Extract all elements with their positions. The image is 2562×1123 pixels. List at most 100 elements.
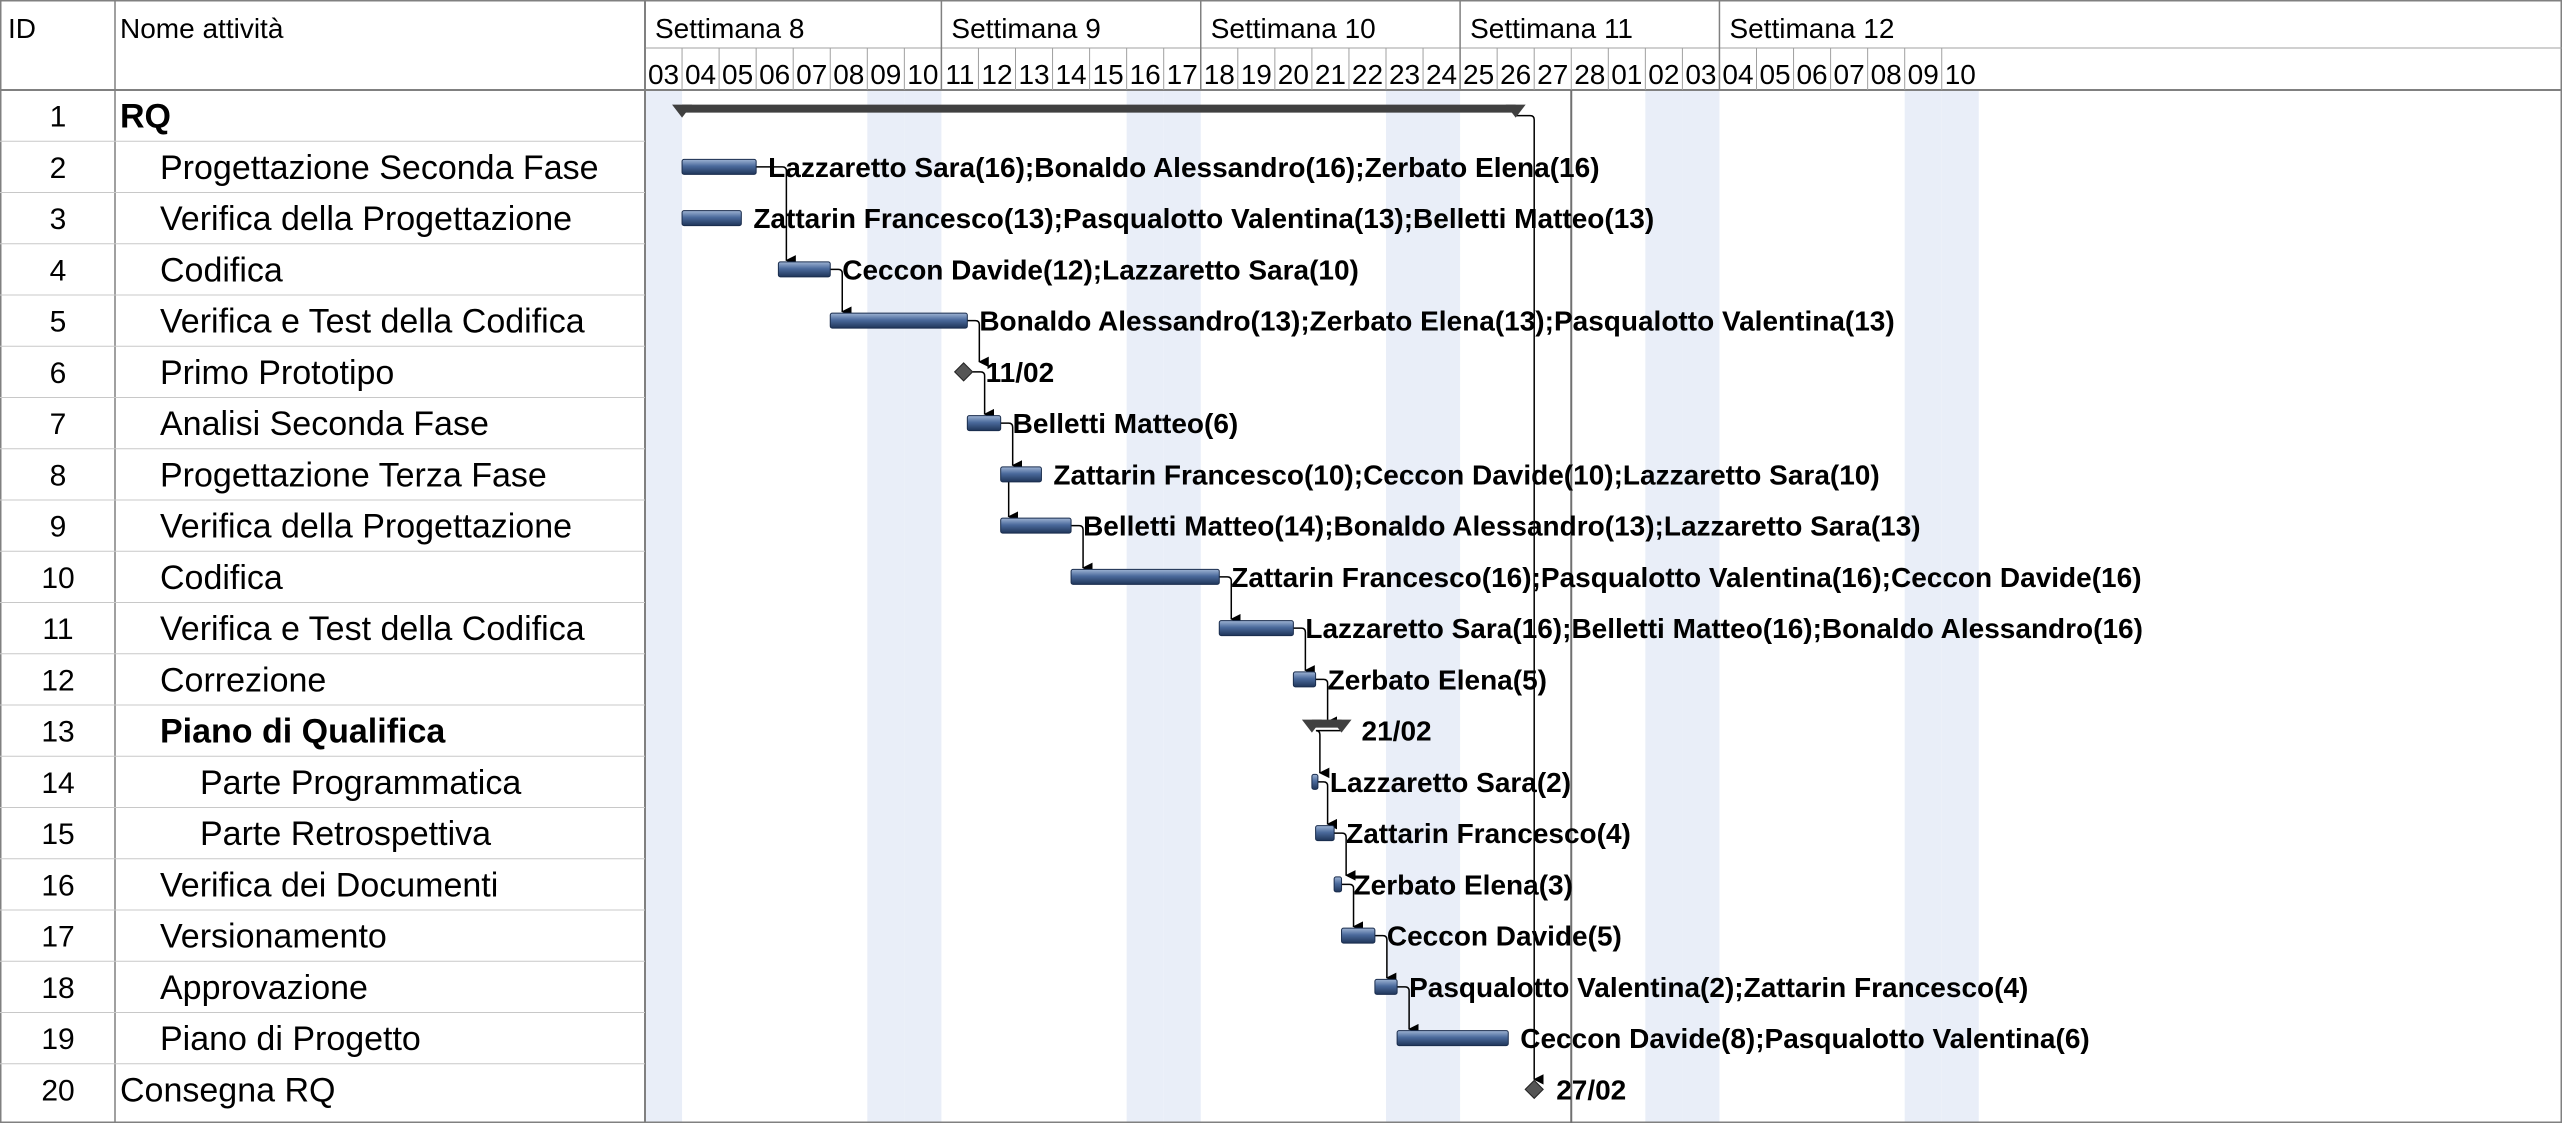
weekend-shade	[645, 90, 683, 1123]
day-label: 13	[1018, 59, 1049, 90]
task-resource-label: Ceccon Davide(12);Lazzaretto Sara(10)	[842, 254, 1359, 285]
task-name: Approvazione	[160, 969, 368, 1007]
task-id: 7	[50, 408, 67, 441]
task-resource-label: Pasqualotto Valentina(2);Zattarin France…	[1409, 972, 2028, 1003]
day-label: 20	[1278, 59, 1309, 90]
task-name: Codifica	[160, 559, 283, 597]
day-label: 27	[1537, 59, 1568, 90]
task-name: Verifica della Progettazione	[160, 200, 572, 238]
weekend-shade	[1126, 90, 1164, 1123]
day-label: 10	[907, 59, 938, 90]
day-label: 08	[833, 59, 864, 90]
task-name: Versionamento	[160, 918, 387, 956]
task-name: Primo Prototipo	[160, 354, 394, 392]
day-label: 07	[1834, 59, 1865, 90]
task-id: 9	[50, 511, 67, 544]
task-name: Analisi Seconda Fase	[160, 405, 489, 443]
dependency-link	[1219, 576, 1241, 625]
task-id: 15	[41, 818, 74, 851]
weekend-shade	[1386, 90, 1424, 1123]
dependency-link	[972, 371, 995, 420]
task-bar	[681, 210, 742, 227]
task-resource-label: Lazzaretto Sara(16);Belletti Matteo(16);…	[1305, 613, 2143, 644]
day-label: 23	[1389, 59, 1420, 90]
task-resource-label: Belletti Matteo(14);Bonaldo Alessandro(1…	[1083, 511, 1921, 542]
task-resource-label: Ceccon Davide(8);Pasqualotto Valentina(6…	[1520, 1023, 2089, 1054]
day-label: 25	[1463, 59, 1494, 90]
task-bar	[1000, 517, 1072, 534]
task-bar	[1218, 620, 1294, 637]
weekend-shade	[1423, 90, 1461, 1123]
day-label: 06	[759, 59, 790, 90]
day-label: 26	[1500, 59, 1531, 90]
task-resource-label: 11/02	[986, 357, 1055, 388]
summary-bar	[682, 104, 1516, 113]
task-id: 11	[42, 613, 73, 646]
day-label: 28	[1574, 59, 1605, 90]
task-id: 3	[50, 203, 67, 236]
week-label: Settimana 9	[951, 13, 1100, 44]
dependency-link	[1315, 781, 1338, 830]
day-label: 01	[1611, 59, 1642, 90]
task-bar	[777, 261, 831, 278]
task-name: Parte Retrospettiva	[200, 815, 491, 853]
task-resource-label: Zerbato Elena(5)	[1328, 664, 1547, 695]
task-name: RQ	[120, 98, 171, 136]
task-resource-label: Lazzaretto Sara(2)	[1330, 767, 1571, 798]
day-label: 14	[1055, 59, 1086, 90]
task-id: 10	[41, 562, 74, 595]
week-label: Settimana 10	[1211, 13, 1376, 44]
weekend-shade	[867, 90, 905, 1123]
task-name: Progettazione Seconda Fase	[160, 149, 599, 187]
milestone-diamond	[953, 362, 974, 382]
summary-bar	[1311, 719, 1342, 728]
task-resource-label: Belletti Matteo(6)	[1013, 408, 1239, 439]
task-name: Consegna RQ	[120, 1071, 335, 1109]
day-label: 09	[1908, 59, 1939, 90]
task-bar	[1000, 466, 1042, 483]
task-name: Verifica e Test della Codifica	[160, 610, 585, 648]
weekend-shade	[1682, 90, 1720, 1123]
week-label: Settimana 8	[655, 13, 804, 44]
task-resource-label: Ceccon Davide(5)	[1387, 921, 1622, 952]
milestone-diamond	[1524, 1079, 1544, 1100]
day-label: 06	[1796, 59, 1827, 90]
day-label: 19	[1241, 59, 1272, 90]
day-label: 21	[1315, 59, 1346, 90]
task-id: 17	[41, 921, 74, 954]
task-name: Verifica e Test della Codifica	[160, 303, 585, 341]
weekend-shade	[904, 90, 942, 1123]
dependency-link	[1334, 832, 1356, 881]
task-id: 2	[50, 152, 67, 185]
day-label: 22	[1352, 59, 1383, 90]
summary-cap-end	[1331, 719, 1352, 733]
task-id: 19	[41, 1023, 74, 1056]
task-resource-label: Bonaldo Alessandro(13);Zerbato Elena(13)…	[979, 306, 1894, 337]
day-label: 10	[1945, 59, 1976, 90]
task-bar	[1292, 671, 1317, 688]
day-label: 03	[1685, 59, 1716, 90]
day-label: 02	[1648, 59, 1679, 90]
dependency-link	[1293, 627, 1315, 676]
task-name: Piano di Qualifica	[160, 713, 446, 751]
dependency-link	[1315, 678, 1338, 727]
weekend-shade	[1904, 90, 1942, 1123]
weekend-shade	[1163, 90, 1201, 1123]
column-header-id: ID	[8, 13, 36, 44]
day-label: 12	[981, 59, 1012, 90]
day-label: 11	[945, 59, 974, 90]
column-header-name: Nome attività	[120, 13, 284, 44]
task-name: Parte Programmatica	[200, 764, 521, 802]
dependency-link	[1000, 422, 1023, 471]
day-label: 16	[1130, 59, 1161, 90]
task-id: 13	[41, 716, 74, 749]
task-id: 5	[50, 306, 67, 339]
summary-cap-start	[672, 104, 693, 118]
summary-cap-end	[1505, 104, 1526, 118]
task-resource-label: Zerbato Elena(3)	[1354, 869, 1573, 900]
day-label: 05	[1759, 59, 1790, 90]
week-label: Settimana 11	[1470, 13, 1633, 44]
task-bar	[1341, 927, 1376, 944]
day-label: 04	[1722, 59, 1753, 90]
task-resource-label: 21/02	[1362, 716, 1432, 747]
